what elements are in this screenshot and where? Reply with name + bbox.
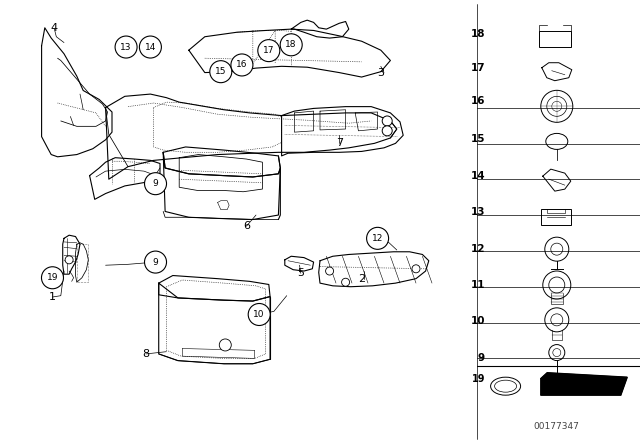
Text: 8: 8	[142, 349, 150, 359]
Text: 4: 4	[51, 23, 58, 33]
Text: 9: 9	[153, 179, 158, 188]
Text: 10: 10	[470, 316, 485, 326]
Text: 12: 12	[470, 244, 485, 254]
Text: 16: 16	[236, 60, 248, 69]
Text: 7: 7	[335, 138, 343, 148]
Text: 17: 17	[263, 46, 275, 55]
Circle shape	[140, 36, 161, 58]
Bar	[539, 31, 571, 47]
Circle shape	[412, 265, 420, 273]
Text: 19: 19	[472, 374, 485, 383]
Circle shape	[210, 60, 232, 83]
Circle shape	[326, 267, 333, 275]
Bar	[541, 209, 571, 225]
Circle shape	[115, 36, 137, 58]
Circle shape	[382, 116, 392, 126]
Text: 16: 16	[470, 96, 485, 106]
Text: 19: 19	[47, 273, 58, 282]
Text: 10: 10	[253, 310, 265, 319]
Text: 1: 1	[49, 292, 56, 302]
Text: 14: 14	[145, 43, 156, 52]
Text: 11: 11	[470, 280, 485, 290]
Circle shape	[382, 126, 392, 136]
Text: 12: 12	[372, 234, 383, 243]
Circle shape	[231, 54, 253, 76]
Circle shape	[145, 172, 166, 195]
Circle shape	[280, 34, 302, 56]
Text: 13: 13	[120, 43, 132, 52]
Text: 17: 17	[470, 63, 485, 73]
Text: 9: 9	[478, 353, 485, 362]
Text: 18: 18	[470, 29, 485, 39]
Text: 9: 9	[153, 258, 158, 267]
Text: 2: 2	[358, 274, 365, 284]
Text: 15: 15	[215, 67, 227, 76]
Text: 18: 18	[285, 40, 297, 49]
Text: 14: 14	[470, 171, 485, 181]
Text: 15: 15	[470, 134, 485, 144]
Text: 3: 3	[378, 68, 384, 78]
Circle shape	[367, 227, 388, 250]
Circle shape	[258, 39, 280, 62]
Circle shape	[248, 303, 270, 326]
Circle shape	[145, 251, 166, 273]
Text: 5: 5	[298, 268, 304, 278]
Text: 13: 13	[470, 207, 485, 217]
Circle shape	[42, 267, 63, 289]
Text: 6: 6	[243, 221, 250, 231]
Circle shape	[220, 339, 231, 351]
Polygon shape	[541, 373, 627, 395]
Circle shape	[65, 256, 73, 264]
Circle shape	[342, 278, 349, 286]
Text: 00177347: 00177347	[534, 422, 580, 431]
